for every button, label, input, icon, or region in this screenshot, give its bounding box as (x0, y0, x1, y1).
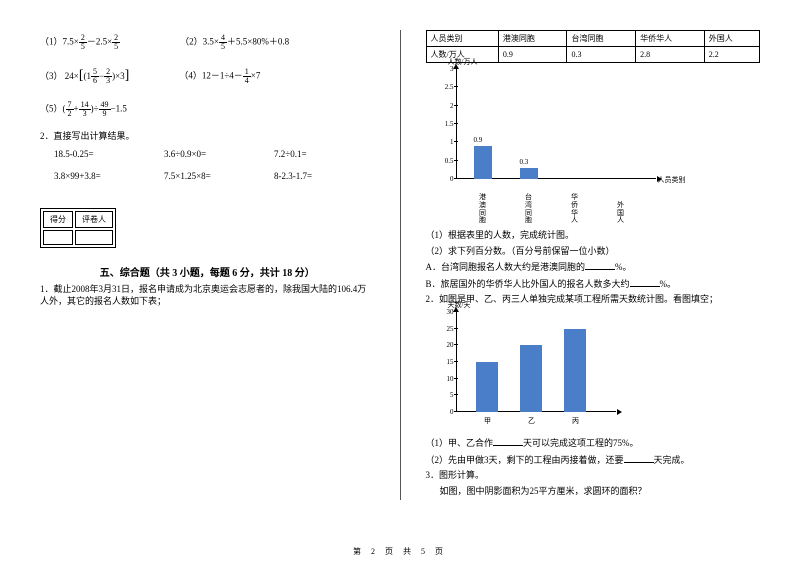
chart1-ytick: 2 (438, 102, 454, 110)
th-0: 人员类别 (426, 31, 498, 47)
chart2-tickline (454, 361, 458, 362)
q2-sub1: （1）甲、乙合作天可以完成这项工程的75%。 (426, 436, 761, 450)
chart1-category: 港澳同胞 (474, 194, 492, 225)
blank-2-1 (493, 436, 523, 446)
chart2-bar (476, 362, 498, 412)
q1-A: A．台湾同胞报名人数大约是港澳同胞的%。 (426, 260, 761, 274)
chart2-tickline (454, 378, 458, 379)
eq-row-2: （3） 24×[(156−23)×3] （4）12－1÷4－14×7 (40, 65, 375, 87)
chart2-ytick: 25 (438, 325, 454, 333)
chart1-category: 台湾同胞 (520, 194, 538, 225)
chart2-tickline (454, 328, 458, 329)
table-header-row: 人员类别 港澳同胞 台湾同胞 华侨华人 外国人 (426, 31, 760, 47)
q3-text: 如图，图中阴影面积为25平方厘米，求圆环的面积？ (440, 485, 761, 498)
chart1-category: 外国人 (612, 202, 630, 225)
chart1-ytick: 1 (438, 138, 454, 146)
chart1-ytick: 3 (438, 65, 454, 73)
chart1-ytick: 0.5 (438, 157, 454, 165)
td-2: 2.8 (636, 47, 705, 63)
chart1-tickline (454, 86, 458, 87)
chart2-category: 甲 (479, 418, 497, 426)
reviewer-label: 评卷人 (75, 211, 113, 228)
chart1-bar (520, 168, 538, 179)
page-footer: 第 2 页 共 5 页 (0, 546, 800, 557)
chart2-tickline (454, 394, 458, 395)
chart2-bar (564, 329, 586, 412)
chart1-ytick: 0 (438, 175, 454, 183)
blank-B (630, 277, 660, 287)
score-box: 得分评卷人 (40, 208, 116, 248)
td-1: 0.3 (567, 47, 636, 63)
score-label: 得分 (43, 211, 73, 228)
eq1: （1）7.5×25－2.5×25 (40, 34, 120, 51)
chart1-tickline (454, 123, 458, 124)
chart1-ytick: 1.5 (438, 120, 454, 128)
td-0: 0.9 (498, 47, 567, 63)
chart2-category: 丙 (567, 418, 585, 426)
chart1-bar (474, 146, 492, 179)
calc-2: 3.6÷0.9×0= (164, 147, 254, 161)
chart1-category: 华侨华人 (566, 194, 584, 225)
calc-3: 7.2÷0.1= (274, 147, 307, 161)
page-content: （1）7.5×25－2.5×25 （2）3.5×45＋5.5×80%＋0.8 （… (0, 0, 800, 515)
chart2-ytick: 0 (438, 408, 454, 416)
chart1-bar-label: 0.9 (474, 136, 483, 144)
chart2-ytick: 10 (438, 375, 454, 383)
calc-row-2: 3.8×99+3.8= 7.5×1.25×8= 8-2.3-1.7= (54, 169, 375, 183)
eq3: （3） 24×[(156−23)×3] (40, 65, 129, 87)
q2-sub2: （2）先由甲做3天，剩下的工程由丙接着做，还要天完成。 (426, 453, 761, 467)
blank-A (585, 260, 615, 270)
chart1-tickline (454, 68, 458, 69)
th-1: 港澳同胞 (498, 31, 567, 47)
chart1-ytick: 2.5 (438, 83, 454, 91)
volunteer-chart: 人数/万人 人员类别 00.511.522.530.9港澳同胞0.3台湾同胞华侨… (456, 69, 676, 197)
column-divider (400, 30, 401, 500)
chart2-tickline (454, 344, 458, 345)
chart2-ytick: 30 (438, 308, 454, 316)
chart1-tickline (454, 141, 458, 142)
left-column: （1）7.5×25－2.5×25 （2）3.5×45＋5.5×80%＋0.8 （… (40, 30, 375, 500)
chart2-arrow-right (617, 409, 622, 415)
chart2-tickline (454, 411, 458, 412)
eq5: （5）(72+143)÷499−1.5 (40, 101, 127, 118)
q5-1: 1．截止2008年3月31日，报名申请成为北京奥运会志愿者的，除我国大陆的106… (40, 283, 375, 308)
calc-6: 8-2.3-1.7= (274, 169, 312, 183)
chart1-tickline (454, 178, 458, 179)
q1-B: B．旅居国外的华侨华人比外国人的报名人数多大约%。 (426, 277, 761, 291)
chart1-xlabel: 人员类别 (658, 175, 686, 185)
score-cell (43, 230, 73, 245)
days-chart: 天数/天 051015202530甲乙丙 (456, 312, 636, 430)
calc-1: 18.5-0.25= (54, 147, 144, 161)
chart2-bar (520, 345, 542, 412)
eq4: （4）12－1÷4－14×7 (179, 68, 260, 85)
blank-2-2 (624, 453, 654, 463)
th-2: 台湾同胞 (567, 31, 636, 47)
eq-row-3: （5）(72+143)÷499−1.5 (40, 101, 375, 118)
chart1-bar-label: 0.3 (520, 158, 529, 166)
calc-5: 7.5×1.25×8= (164, 169, 254, 183)
eq2: （2）3.5×45＋5.5×80%＋0.8 (180, 34, 289, 51)
chart2-ytick: 20 (438, 341, 454, 349)
th-4: 外国人 (704, 31, 759, 47)
q1-sub1: （1）根据表里的人数，完成统计图。 (426, 229, 761, 242)
th-3: 华侨华人 (636, 31, 705, 47)
chart2-ytick: 15 (438, 358, 454, 366)
calc-row-1: 18.5-0.25= 3.6÷0.9×0= 7.2÷0.1= (54, 147, 375, 161)
reviewer-cell (75, 230, 113, 245)
eq-row-1: （1）7.5×25－2.5×25 （2）3.5×45＋5.5×80%＋0.8 (40, 34, 375, 51)
chart1-tickline (454, 160, 458, 161)
q1-sub2: （2）求下列百分数。（百分号前保留一位小数） (426, 245, 761, 258)
td-3: 2.2 (704, 47, 759, 63)
chart2-category: 乙 (523, 418, 541, 426)
chart1-tickline (454, 105, 458, 106)
q3-title: 3．图形计算。 (426, 469, 761, 482)
section-5-title: 五、综合题（共 3 小题，每题 6 分，共计 18 分） (40, 264, 375, 279)
q2-text: 2．如图是甲、乙、丙三人单独完成某项工程所需天数统计图。看图填空； (426, 293, 761, 306)
chart2-ytick: 5 (438, 391, 454, 399)
right-column: 人员类别 港澳同胞 台湾同胞 华侨华人 外国人 人数/万人 0.9 0.3 2.… (426, 30, 761, 500)
calc-4: 3.8×99+3.8= (54, 169, 144, 183)
q2-title: 2．直接写出计算结果。 (40, 130, 375, 143)
chart2-tickline (454, 311, 458, 312)
